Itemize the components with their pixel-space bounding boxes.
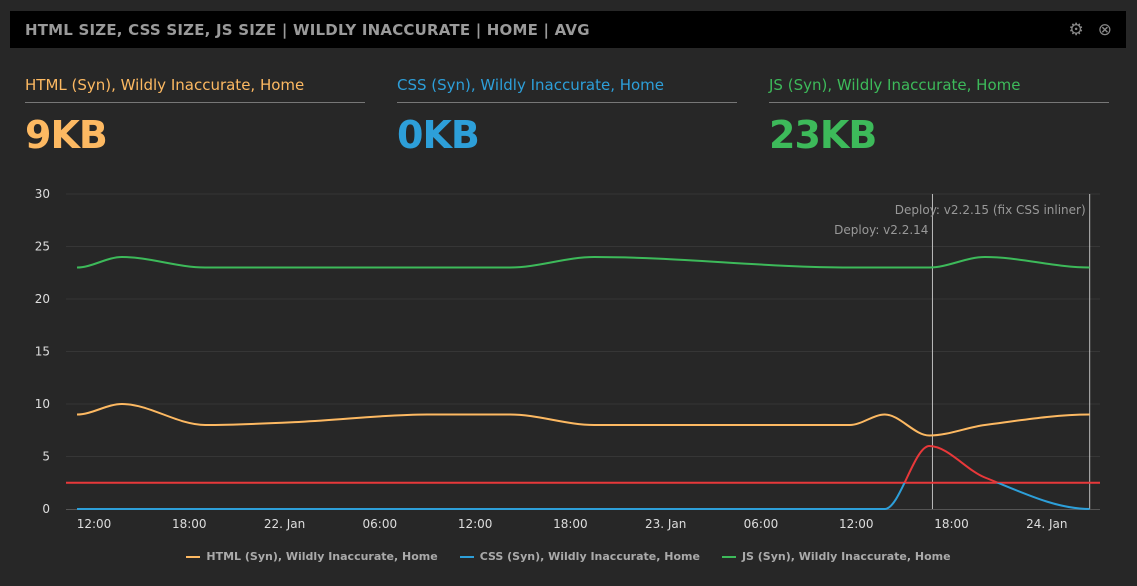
stat-label: CSS (Syn), Wildly Inaccurate, Home <box>397 76 737 103</box>
x-tick-label: 12:00 <box>458 517 493 531</box>
stat-value: 23KB <box>769 113 877 157</box>
legend-item-html[interactable]: HTML (Syn), Wildly Inaccurate, Home <box>186 550 438 563</box>
stat-css: CSS (Syn), Wildly Inaccurate, Home 0KB <box>397 76 737 157</box>
x-tick-label: 18:00 <box>172 517 207 531</box>
close-icon[interactable]: ⊗ <box>1097 19 1112 40</box>
series-line-html <box>76 402 1090 437</box>
x-tick-label: 18:00 <box>553 517 588 531</box>
y-tick-label: 0 <box>42 502 50 516</box>
x-tick-label: 12:00 <box>77 517 112 531</box>
x-tick-label: 24. Jan <box>1026 517 1067 531</box>
y-tick-label: 10 <box>35 397 50 411</box>
stat-value: 0KB <box>397 113 480 157</box>
x-tick-label: 06:00 <box>744 517 779 531</box>
stat-js: JS (Syn), Wildly Inaccurate, Home 23KB <box>769 76 1109 157</box>
legend: HTML (Syn), Wildly Inaccurate, Home CSS … <box>0 550 1137 563</box>
legend-item-js[interactable]: JS (Syn), Wildly Inaccurate, Home <box>721 550 951 563</box>
widget-title: HTML SIZE, CSS SIZE, JS SIZE | WILDLY IN… <box>25 20 590 39</box>
series-line-css-over-threshold <box>903 444 1001 483</box>
stat-label: JS (Syn), Wildly Inaccurate, Home <box>769 76 1109 103</box>
stat-html: HTML (Syn), Wildly Inaccurate, Home 9KB <box>25 76 365 157</box>
gear-icon[interactable]: ⚙ <box>1068 19 1084 40</box>
y-tick-label: 20 <box>35 292 50 306</box>
x-tick-label: 12:00 <box>839 517 874 531</box>
widget-header: HTML SIZE, CSS SIZE, JS SIZE | WILDLY IN… <box>10 11 1126 48</box>
deploy-label: Deploy: v2.2.14 <box>834 223 928 237</box>
series-line-js <box>76 255 1090 269</box>
x-tick-label: 18:00 <box>934 517 969 531</box>
stat-label: HTML (Syn), Wildly Inaccurate, Home <box>25 76 365 103</box>
x-tick-label: 06:00 <box>363 517 398 531</box>
stat-value: 9KB <box>25 113 108 157</box>
series-line-css <box>77 482 1090 511</box>
y-tick-label: 15 <box>35 345 50 359</box>
x-tick-label: 23. Jan <box>645 517 686 531</box>
legend-item-css[interactable]: CSS (Syn), Wildly Inaccurate, Home <box>459 550 700 563</box>
legend-label: HTML (Syn), Wildly Inaccurate, Home <box>206 550 438 563</box>
y-tick-label: 5 <box>42 450 50 464</box>
legend-label: CSS (Syn), Wildly Inaccurate, Home <box>479 550 700 563</box>
x-tick-label: 22. Jan <box>264 517 305 531</box>
y-tick-label: 25 <box>35 240 50 254</box>
y-tick-label: 30 <box>35 187 50 201</box>
deploy-label: Deploy: v2.2.15 (fix CSS inliner) <box>895 203 1086 217</box>
legend-label: JS (Syn), Wildly Inaccurate, Home <box>741 550 951 563</box>
